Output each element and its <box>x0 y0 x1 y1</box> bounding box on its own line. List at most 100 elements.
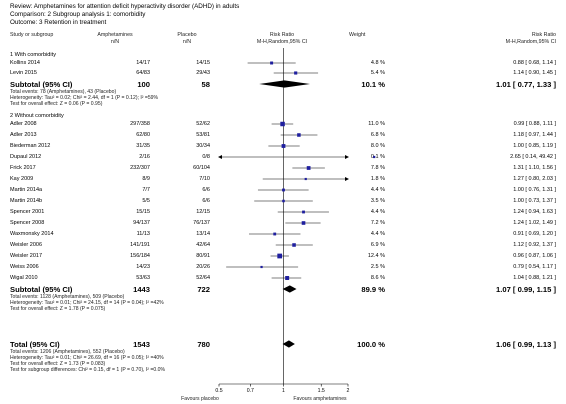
study-marker <box>282 199 285 203</box>
study-amph: 297/358 <box>130 121 150 127</box>
study-ci: 1.04 [ 0.88, 1.21 ] <box>513 275 556 281</box>
study-amph: 156/184 <box>130 253 150 259</box>
study-marker <box>304 177 307 181</box>
study-weight: 5.4 % <box>370 70 385 76</box>
study-placebo: 13/14 <box>196 231 210 237</box>
comparison-title: Comparison: 2 Subgroup analysis 1: comor… <box>10 11 146 18</box>
study-placebo: 6/6 <box>202 187 210 193</box>
study-marker <box>281 144 286 148</box>
group-title: 1 With comorbidity <box>10 52 57 58</box>
study-marker <box>285 276 290 280</box>
study-amph: 232/307 <box>130 165 150 171</box>
study-name: Martin 2014b <box>10 198 43 204</box>
review-title: Review: Amphetamines for attention defic… <box>10 3 240 10</box>
subtotal-ci: 1.01 [ 0.77, 1.33 ] <box>496 80 556 89</box>
total-amph: 1543 <box>133 340 150 349</box>
study-amph: 11/13 <box>136 231 150 237</box>
study-name: Biederman 2012 <box>10 143 51 149</box>
arrow-left-icon <box>218 155 222 159</box>
x-axis-tick-label: 0.5 <box>215 388 222 394</box>
study-ci: 1.24 [ 1.02, 1.49 ] <box>513 220 556 226</box>
subtotal-label: Subtotal (95% CI) <box>10 80 73 89</box>
subtotal-placebo: 722 <box>197 285 210 294</box>
total-note: Test for overall effect: Z = 1.73 (P = 0… <box>10 361 106 367</box>
col-rr2-header: Risk Ratio <box>531 32 556 38</box>
study-name: Kollins 2014 <box>10 60 40 66</box>
total-note: Test for subgroup differences: Chi² = 0.… <box>10 367 165 373</box>
study-placebo: 7/10 <box>199 176 210 182</box>
study-weight: 4.4 % <box>370 187 385 193</box>
study-ci: 1.24 [ 0.94, 1.63 ] <box>513 209 556 215</box>
study-weight: 3.5 % <box>370 198 385 204</box>
study-marker <box>277 253 283 259</box>
col-weight-header: Weight <box>349 32 366 38</box>
study-name: Frick 2017 <box>10 165 36 171</box>
total-ci: 1.06 [ 0.99, 1.13 ] <box>496 340 556 349</box>
study-amph: 94/137 <box>133 220 150 226</box>
study-placebo: 42/64 <box>196 242 210 248</box>
study-marker <box>260 265 263 269</box>
study-marker <box>373 155 376 159</box>
study-weight: 7.8 % <box>370 165 385 171</box>
study-ci: 0.91 [ 0.69, 1.20 ] <box>513 231 556 237</box>
x-axis-tick-label: 0.7 <box>247 388 254 394</box>
study-name: Dupaul 2012 <box>10 154 42 160</box>
col-rr-sub: M-H,Random,95% CI <box>256 39 308 45</box>
study-weight: 7.2 % <box>370 220 385 226</box>
total-weight: 100.0 % <box>357 340 385 349</box>
subtotal-note: Heterogeneity: Tau² = 0.01; Chi² = 24.15… <box>10 300 164 306</box>
study-marker <box>301 221 306 225</box>
study-marker <box>294 71 298 75</box>
study-placebo: 0/8 <box>202 154 210 160</box>
study-amph: 31/35 <box>136 143 150 149</box>
study-name: Weiss 2006 <box>10 264 39 270</box>
subtotal-label: Subtotal (95% CI) <box>10 285 73 294</box>
study-amph: 8/9 <box>142 176 150 182</box>
arrow-right-icon <box>345 177 349 181</box>
study-name: Wigal 2010 <box>10 275 38 281</box>
col-study-header: Study or subgroup <box>10 32 54 38</box>
study-ci: 1.31 [ 1.10, 1.56 ] <box>513 165 556 171</box>
subtotal-diamond <box>259 80 311 88</box>
study-weight: 2.5 % <box>370 264 385 270</box>
study-amph: 14/23 <box>136 264 150 270</box>
subtotal-amph: 100 <box>137 80 150 89</box>
study-weight: 4.4 % <box>370 209 385 215</box>
subtotal-note: Total events: 1128 (Amphetamines), 509 (… <box>10 294 125 300</box>
study-ci: 0.88 [ 0.68, 1.14 ] <box>513 60 556 66</box>
col-rr-header: Risk Ratio <box>269 32 295 38</box>
study-placebo: 80/91 <box>196 253 210 259</box>
study-amph: 15/15 <box>136 209 150 215</box>
x-axis-tick-label: 1 <box>282 388 285 394</box>
study-ci: 1.14 [ 0.90, 1.45 ] <box>513 70 556 76</box>
study-placebo: 29/43 <box>196 70 210 76</box>
col-placebo-sub: n/N <box>182 39 192 45</box>
total-diamond <box>282 340 295 348</box>
study-ci: 0.99 [ 0.88, 1.11 ] <box>513 121 556 127</box>
subtotal-note: Test for overall effect: Z = 1.78 (P = 0… <box>10 306 106 312</box>
subtotal-note: Heterogeneity: Tau² = 0.02; Chi² = 2.44,… <box>10 95 159 101</box>
study-amph: 141/191 <box>130 242 150 248</box>
study-name: Levin 2015 <box>10 70 37 76</box>
study-placebo: 76/137 <box>193 220 210 226</box>
study-name: Adler 2013 <box>10 132 37 138</box>
study-ci: 1.00 [ 0.73, 1.37 ] <box>513 198 556 204</box>
study-placebo: 53/81 <box>196 132 210 138</box>
x-axis-tick-label: 2 <box>347 388 350 394</box>
study-name: Adler 2008 <box>10 121 37 127</box>
study-name: Spencer 2001 <box>10 209 45 215</box>
subtotal-diamond <box>282 285 297 293</box>
total-note: Total events: 1206 (Amphetamines), 552 (… <box>10 349 125 355</box>
col-amph-header: Amphetamines <box>97 32 133 38</box>
study-marker <box>306 166 311 170</box>
study-marker <box>292 243 296 247</box>
study-name: Martin 2014a <box>10 187 43 193</box>
favours-amph-label: Favours amphetamines <box>293 396 347 402</box>
study-amph: 53/63 <box>136 275 150 281</box>
study-marker <box>297 133 301 137</box>
study-amph: 64/83 <box>136 70 150 76</box>
study-placebo: 60/104 <box>193 165 210 171</box>
study-ci: 1.27 [ 0.80, 2.03 ] <box>513 176 556 182</box>
study-name: Weisler 2006 <box>10 242 42 248</box>
